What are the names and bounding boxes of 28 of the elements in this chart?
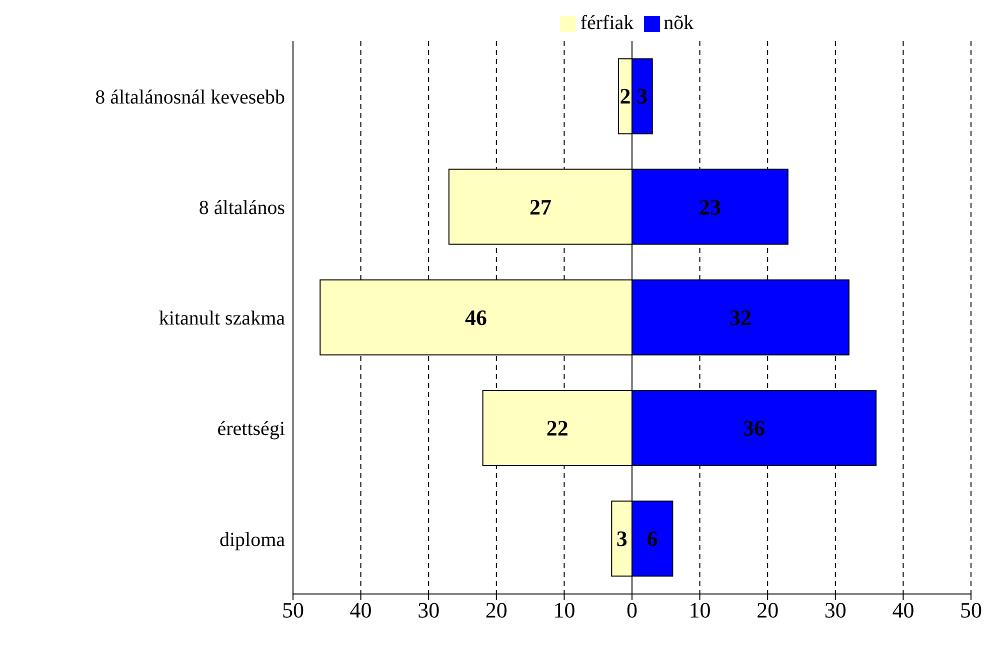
data-label: 46 — [465, 304, 488, 330]
x-tick-label: 0 — [626, 598, 638, 623]
x-tick-label: 30 — [418, 598, 440, 623]
data-label: 6 — [646, 526, 658, 552]
legend-label: férfiak — [580, 12, 634, 34]
x-tick-label: 10 — [688, 598, 711, 623]
x-tick-label: 30 — [824, 598, 846, 623]
x-tick-label: 20 — [485, 598, 508, 623]
data-label: 27 — [529, 194, 552, 220]
legend-label: nõk — [664, 12, 694, 34]
data-label: 3 — [616, 526, 628, 552]
data-label: 3 — [636, 84, 648, 109]
x-tick-label: 50 — [960, 598, 982, 623]
data-label: 32 — [729, 304, 752, 330]
x-tick-label: 10 — [553, 598, 576, 623]
data-label: 36 — [743, 415, 766, 440]
y-tick-label: érettségi — [217, 418, 286, 440]
x-tick-label: 40 — [892, 598, 914, 623]
y-tick-label: 8 általánosnál kevesebb — [95, 86, 285, 108]
y-tick-label: 8 általános — [198, 197, 286, 219]
data-label: 23 — [698, 194, 721, 220]
x-tick-label: 50 — [282, 598, 304, 623]
data-label: 2 — [620, 84, 631, 109]
y-tick-label: kitanult szakma — [158, 308, 286, 330]
x-tick-label: 20 — [756, 598, 779, 623]
data-label: 22 — [546, 415, 568, 440]
y-tick-label: diploma — [219, 528, 286, 551]
x-tick-label: 40 — [350, 598, 372, 623]
